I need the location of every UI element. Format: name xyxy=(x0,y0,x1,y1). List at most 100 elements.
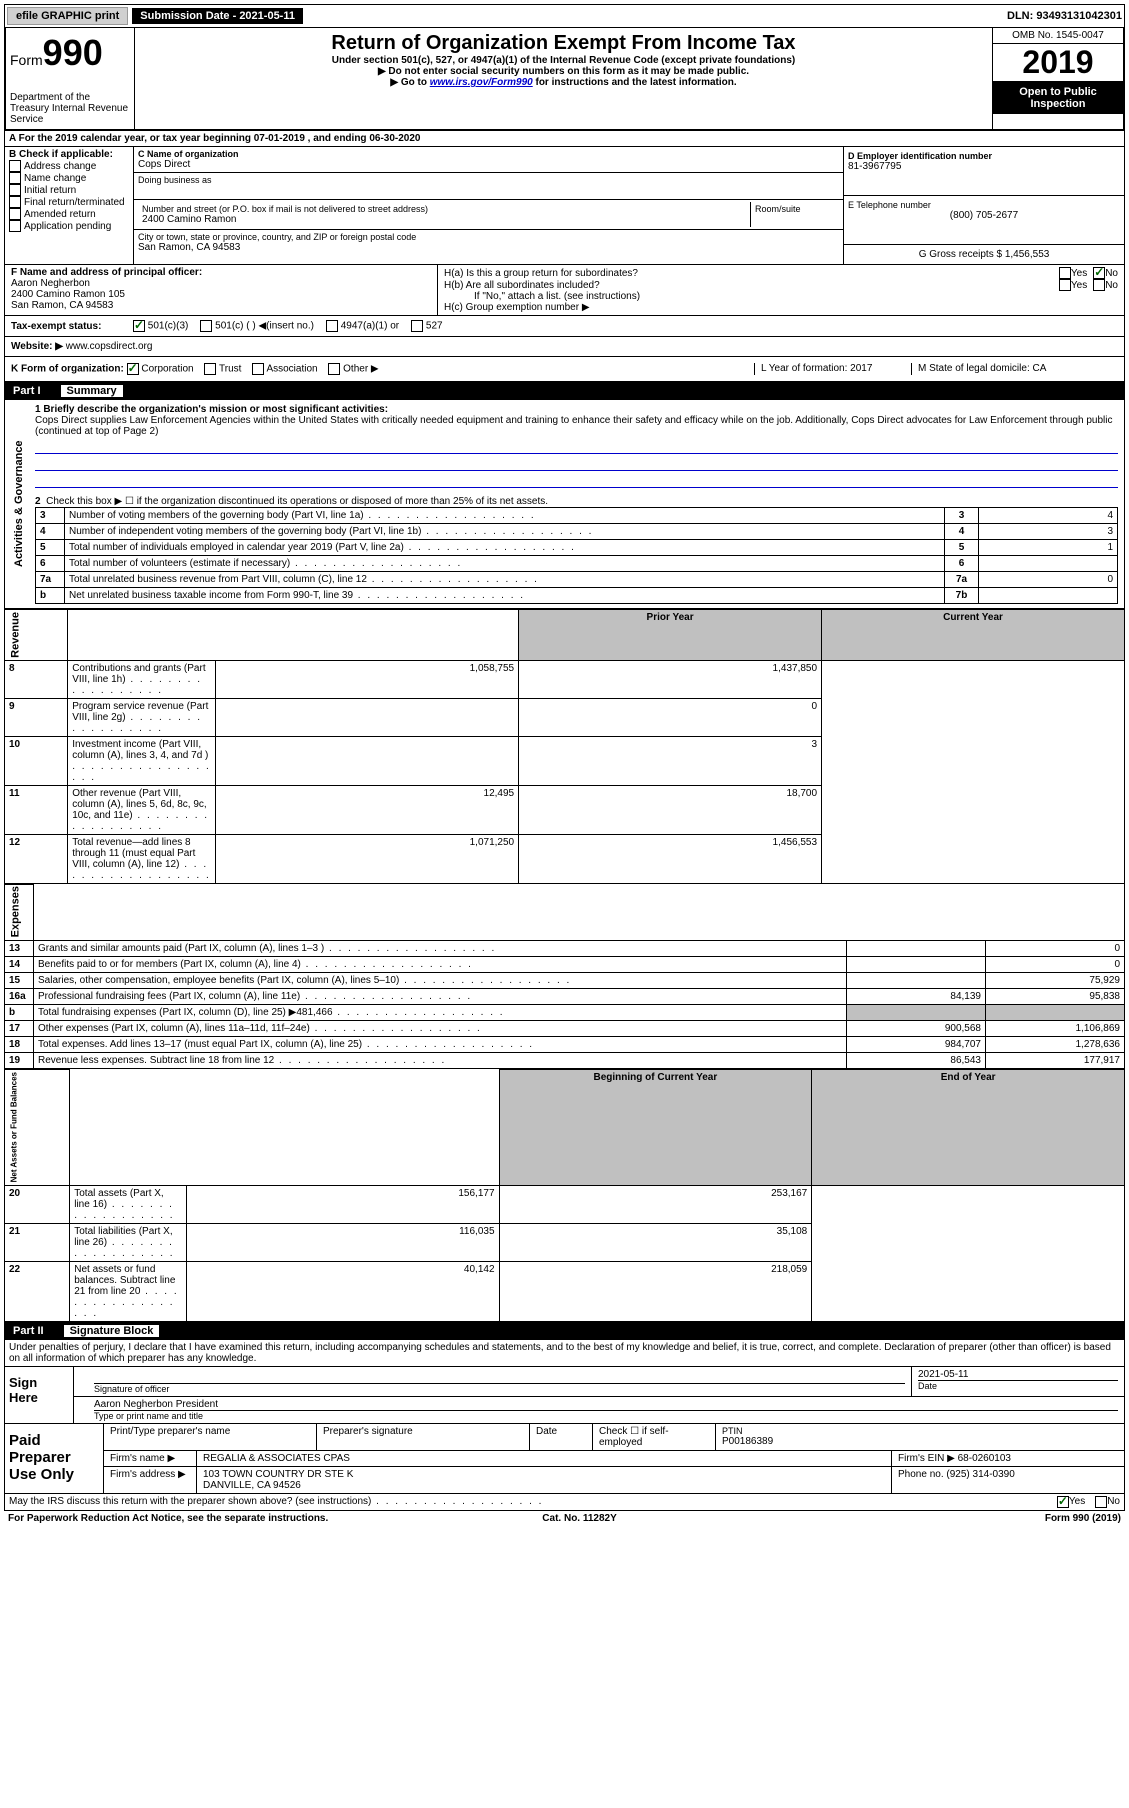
footer: For Paperwork Reduction Act Notice, see … xyxy=(4,1511,1125,1526)
prior-val: 84,139 xyxy=(847,989,986,1005)
form-footer: Form 990 (2019) xyxy=(1045,1513,1121,1524)
part2-header: Part II Signature Block xyxy=(4,1322,1125,1340)
checkbox-label: Address change xyxy=(24,161,96,172)
row-desc: Total fundraising expenses (Part IX, col… xyxy=(34,1005,847,1021)
ha-no-checkbox[interactable] xyxy=(1093,267,1105,279)
checkbox-line: Application pending xyxy=(9,220,129,232)
trust-checkbox[interactable] xyxy=(204,363,216,375)
hb-no-checkbox[interactable] xyxy=(1093,279,1105,291)
table-row: 6Total number of volunteers (estimate if… xyxy=(36,556,1118,572)
part1-title: Summary xyxy=(61,385,123,397)
col-b-label: B Check if applicable: xyxy=(9,149,129,160)
grey-cell xyxy=(847,1005,986,1021)
row-num: 14 xyxy=(5,957,34,973)
applicable-checkbox[interactable] xyxy=(9,172,21,184)
col-f: F Name and address of principal officer:… xyxy=(5,265,438,315)
sig-date-label: Date xyxy=(918,1381,1118,1391)
hb-label: H(b) Are all subordinates included? xyxy=(444,280,1059,291)
row-desc: Total revenue—add lines 8 through 11 (mu… xyxy=(68,834,216,883)
applicable-checkbox[interactable] xyxy=(9,160,21,172)
table-row: 11Other revenue (Part VIII, column (A), … xyxy=(5,785,1125,834)
table-row: bTotal fundraising expenses (Part IX, co… xyxy=(5,1005,1125,1021)
vlabel-governance: Activities & Governance xyxy=(11,404,35,604)
pra-notice: For Paperwork Reduction Act Notice, see … xyxy=(8,1513,328,1524)
row-num: 16a xyxy=(5,989,34,1005)
501c-checkbox[interactable] xyxy=(200,320,212,332)
checkbox-label: Amended return xyxy=(24,209,96,220)
applicable-checkbox[interactable] xyxy=(9,184,21,196)
curr-val: 18,700 xyxy=(519,785,822,834)
hb-yes-checkbox[interactable] xyxy=(1059,279,1071,291)
row-idx: 5 xyxy=(945,540,979,556)
row-num: 20 xyxy=(5,1185,70,1223)
curr-val: 1,456,553 xyxy=(519,834,822,883)
checkbox-line: Address change xyxy=(9,160,129,172)
checkbox-label: Initial return xyxy=(24,185,76,196)
curr-val: 0 xyxy=(986,957,1125,973)
revenue-table: Revenue Prior Year Current Year 8Contrib… xyxy=(4,609,1125,884)
prior-val xyxy=(847,941,986,957)
self-employed-check: Check ☐ if self-employed xyxy=(593,1424,716,1450)
no-label: No xyxy=(1105,268,1118,279)
tax-year: 2019 xyxy=(993,44,1123,82)
preparer-date-label: Date xyxy=(530,1424,593,1450)
preparer-sig-label: Preparer's signature xyxy=(317,1424,530,1450)
sub3-post: for instructions and the latest informat… xyxy=(533,77,737,88)
row-num: 3 xyxy=(36,508,65,524)
prior-val xyxy=(216,736,519,785)
applicable-checkbox[interactable] xyxy=(9,220,21,232)
tel-label: E Telephone number xyxy=(848,200,1120,210)
form-number: Form990 xyxy=(10,32,130,74)
form-word: Form xyxy=(10,52,43,68)
row-desc: Other revenue (Part VIII, column (A), li… xyxy=(68,785,216,834)
firm-ein-label: Firm's EIN ▶ xyxy=(898,1453,955,1464)
checkbox-label: Name change xyxy=(24,173,86,184)
efile-print-button[interactable]: efile GRAPHIC print xyxy=(7,7,128,25)
printed-name-label: Type or print name and title xyxy=(94,1411,1118,1421)
other-checkbox[interactable] xyxy=(328,363,340,375)
firm-city: DANVILLE, CA 94526 xyxy=(203,1480,885,1491)
checkbox-label: Final return/terminated xyxy=(24,197,125,208)
room-label: Room/suite xyxy=(751,202,839,227)
row-val: 3 xyxy=(979,524,1118,540)
q2-text: Check this box ▶ ☐ if the organization d… xyxy=(46,496,548,507)
header-left: Form990 Department of the Treasury Inter… xyxy=(6,28,135,129)
table-row: 20Total assets (Part X, line 16)156,1772… xyxy=(5,1185,1125,1223)
ptin-label: PTIN xyxy=(722,1426,1118,1436)
paid-preparer-block: Paid Preparer Use Only Print/Type prepar… xyxy=(4,1424,1125,1494)
name-label: C Name of organization xyxy=(138,149,839,159)
table-row: 14Benefits paid to or for members (Part … xyxy=(5,957,1125,973)
table-row: 3Number of voting members of the governi… xyxy=(36,508,1118,524)
sign-block: Sign Here Signature of officer 2021-05-1… xyxy=(4,1367,1125,1424)
501c3-checkbox[interactable] xyxy=(133,320,145,332)
row-val: 1 xyxy=(979,540,1118,556)
assoc-checkbox[interactable] xyxy=(252,363,264,375)
vlabel-expenses: Expenses xyxy=(5,884,34,940)
firm-name: REGALIA & ASSOCIATES CPAS xyxy=(197,1451,892,1466)
perjury-declaration: Under penalties of perjury, I declare th… xyxy=(4,1340,1125,1367)
discuss-yes-checkbox[interactable] xyxy=(1057,1496,1069,1508)
dln-label: DLN: 93493131042301 xyxy=(1007,10,1122,22)
ha-yes-checkbox[interactable] xyxy=(1059,267,1071,279)
527-checkbox[interactable] xyxy=(411,320,423,332)
vlabel-netassets: Net Assets or Fund Balances xyxy=(5,1070,70,1185)
row-desc: Salaries, other compensation, employee b… xyxy=(34,973,847,989)
table-row: 19Revenue less expenses. Subtract line 1… xyxy=(5,1053,1125,1069)
4947-checkbox[interactable] xyxy=(326,320,338,332)
city-label: City or town, state or province, country… xyxy=(138,232,839,242)
corp-checkbox[interactable] xyxy=(127,363,139,375)
discuss-no-checkbox[interactable] xyxy=(1095,1496,1107,1508)
row-val: 4 xyxy=(979,508,1118,524)
hdr-begin: Beginning of Current Year xyxy=(499,1070,812,1185)
cat-no: Cat. No. 11282Y xyxy=(542,1513,616,1524)
irs-link[interactable]: www.irs.gov/Form990 xyxy=(430,77,533,88)
street-address: 2400 Camino Ramon xyxy=(142,214,746,225)
officer-name: Aaron Negherbon xyxy=(11,278,431,289)
row-idx: 7a xyxy=(945,572,979,588)
row-desc: Professional fundraising fees (Part IX, … xyxy=(34,989,847,1005)
applicable-checkbox[interactable] xyxy=(9,208,21,220)
row-desc: Number of independent voting members of … xyxy=(65,524,945,540)
applicable-checkbox[interactable] xyxy=(9,196,21,208)
ptin-value: P00186389 xyxy=(722,1436,1118,1447)
row-num: 18 xyxy=(5,1037,34,1053)
